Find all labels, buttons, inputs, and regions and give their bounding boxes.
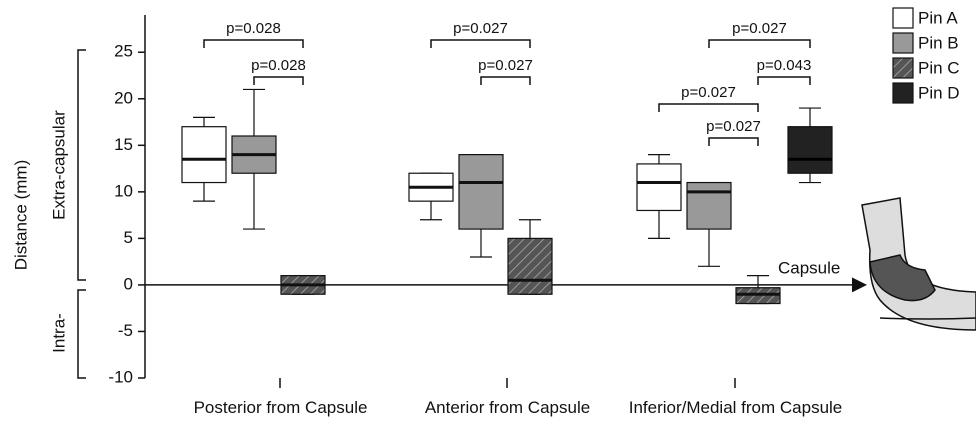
box xyxy=(637,164,681,211)
y-axis-label: Distance (mm) xyxy=(11,160,30,271)
x-tick-label: Anterior from Capsule xyxy=(400,398,615,417)
p-value-label: p=0.027 xyxy=(681,84,736,101)
legend-label: Pin A xyxy=(918,8,958,27)
p-value-label: p=0.043 xyxy=(757,57,812,74)
y-tick-label: 0 xyxy=(124,274,133,293)
p-value-label: p=0.027 xyxy=(732,20,787,37)
legend-swatch xyxy=(893,58,913,78)
y-tick-label: 15 xyxy=(114,135,133,154)
chart: Distance (mm) Extra-capsular Intra- -10 -… xyxy=(0,0,976,444)
significance-bracket xyxy=(709,40,810,48)
box xyxy=(459,155,503,229)
bone-illustration xyxy=(862,198,976,330)
significance-bracket xyxy=(204,40,303,48)
legend-swatch xyxy=(893,33,913,53)
x-tick-label: Inferior/Medial from Capsule xyxy=(628,398,843,417)
legend-swatch xyxy=(893,83,913,103)
significance-bracket xyxy=(758,77,810,85)
region-brace xyxy=(78,50,86,378)
significance-bracket xyxy=(659,104,758,112)
y-tick-label: -10 xyxy=(108,367,133,386)
box xyxy=(182,127,226,183)
region-label: Intra- xyxy=(49,313,68,353)
box xyxy=(687,183,731,230)
y-tick-label: 5 xyxy=(124,228,133,247)
p-value-label: p=0.027 xyxy=(478,57,533,74)
y-tick-label: 10 xyxy=(114,181,133,200)
axis-note: Capsule xyxy=(778,258,840,277)
significance-bracket xyxy=(481,77,530,85)
significance-bracket xyxy=(709,138,758,146)
region-label: Extra-capsular xyxy=(49,110,68,220)
legend-label: Pin B xyxy=(918,33,959,52)
p-value-label: p=0.028 xyxy=(251,57,306,74)
p-value-label: p=0.028 xyxy=(226,20,281,37)
p-value-label: p=0.027 xyxy=(453,20,508,37)
legend-swatch xyxy=(893,8,913,28)
y-tick-label: 25 xyxy=(114,42,133,61)
p-value-label: p=0.027 xyxy=(706,118,761,135)
x-tick-label: Posterior from Capsule xyxy=(173,398,388,417)
significance-bracket xyxy=(254,77,303,85)
y-tick-label: -5 xyxy=(118,321,133,340)
legend-label: Pin D xyxy=(918,83,960,102)
box xyxy=(788,127,832,174)
legend-label: Pin C xyxy=(918,58,960,77)
y-tick-label: 20 xyxy=(114,88,133,107)
page: Distance (mm) Extra-capsular Intra- -10 -… xyxy=(0,0,976,444)
significance-bracket xyxy=(431,40,530,48)
box xyxy=(508,238,552,294)
